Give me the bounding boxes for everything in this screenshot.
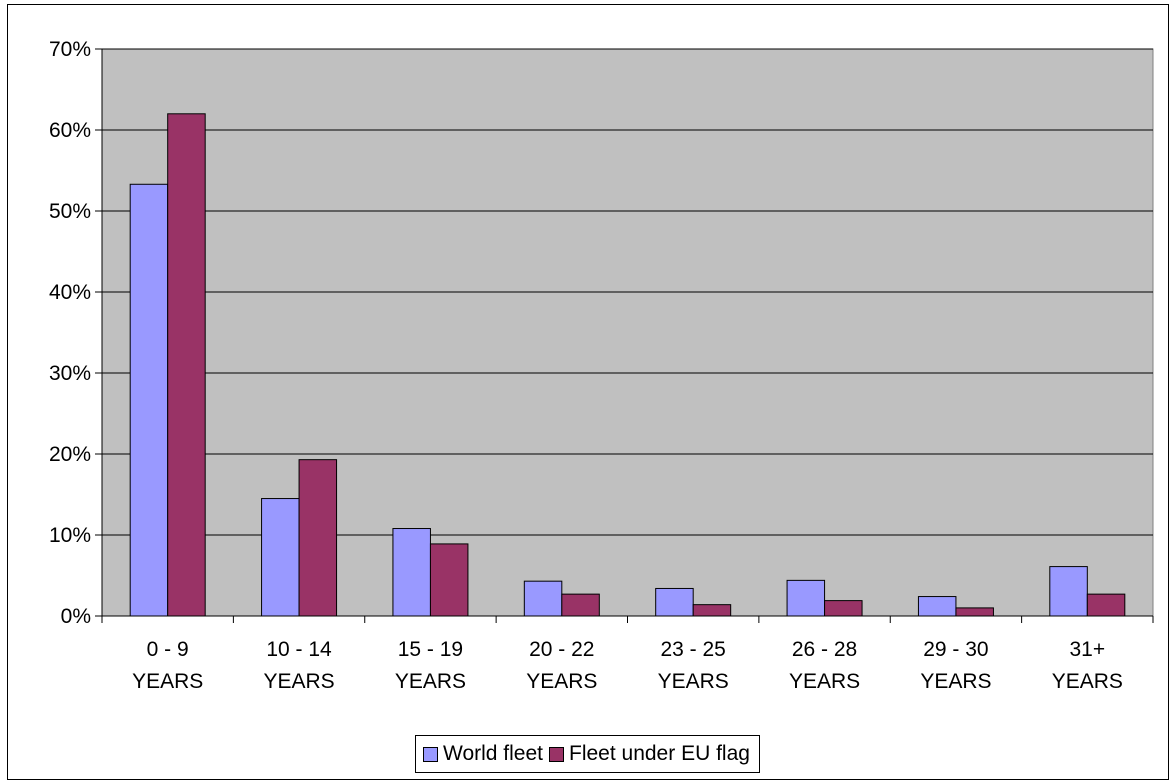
- bar-eu-fleet: [824, 600, 863, 617]
- x-tick-label: YEARS: [395, 670, 466, 693]
- legend-label-world-fleet: World fleet: [443, 742, 543, 765]
- bar-world-fleet: [786, 579, 826, 617]
- legend-item-eu-fleet: Fleet under EU flag: [549, 742, 750, 766]
- y-tick-label: 50%: [49, 200, 91, 223]
- y-tick-label: 60%: [49, 119, 91, 142]
- x-tick-label: 10 - 14: [266, 638, 332, 661]
- y-tick-label: 30%: [49, 362, 91, 385]
- x-tick-label: 15 - 19: [398, 638, 463, 661]
- bar-eu-fleet: [429, 543, 469, 617]
- legend-item-world-fleet: World fleet: [423, 742, 543, 766]
- legend: World fleet Fleet under EU flag: [415, 735, 760, 773]
- x-tick-label: 23 - 25: [660, 638, 725, 661]
- bar-eu-fleet: [692, 604, 732, 617]
- bar-eu-fleet: [561, 593, 600, 617]
- y-tick-label: 70%: [49, 38, 91, 61]
- x-tick-label: YEARS: [263, 670, 334, 693]
- x-tick-label: 0 - 9: [147, 638, 189, 661]
- bar-eu-fleet: [1086, 593, 1126, 617]
- x-tick-label: 20 - 22: [529, 638, 594, 661]
- bar-world-fleet: [129, 183, 169, 617]
- x-tick-label: YEARS: [920, 670, 991, 693]
- axes: [95, 48, 1154, 623]
- bar-world-fleet: [261, 498, 300, 617]
- bar-eu-fleet: [167, 113, 206, 617]
- bar-world-fleet: [917, 596, 957, 617]
- x-tick-label: YEARS: [1052, 670, 1123, 693]
- legend-swatch-world-fleet: [423, 746, 438, 762]
- y-tick-labels: 0% 10% 20% 30% 40% 50% 60% 70%: [49, 38, 91, 628]
- bar-eu-fleet: [298, 459, 338, 617]
- x-tick-labels: 0 - 9 YEARS 10 - 14 YEARS 15 - 19 YEARS 20 - 2…: [132, 638, 1123, 693]
- x-tick-label: 31+: [1070, 638, 1106, 661]
- bar-world-fleet: [655, 587, 694, 617]
- legend-label-eu-fleet: Fleet under EU flag: [569, 742, 750, 765]
- x-tick-label: YEARS: [132, 670, 203, 693]
- bars: [129, 113, 1126, 617]
- bar-world-fleet: [523, 580, 563, 617]
- legend-swatch-eu-fleet: [549, 746, 564, 762]
- x-tick-label: 29 - 30: [923, 638, 988, 661]
- y-tick-label: 40%: [49, 281, 91, 304]
- y-tick-label: 20%: [49, 443, 91, 466]
- x-tick-label: 26 - 28: [792, 638, 857, 661]
- x-tick-label: YEARS: [789, 670, 860, 693]
- y-tick-label: 10%: [49, 524, 91, 547]
- x-tick-label: YEARS: [526, 670, 597, 693]
- bar-eu-fleet: [955, 607, 994, 617]
- bar-world-fleet: [392, 528, 431, 617]
- bar-world-fleet: [1049, 566, 1088, 617]
- x-tick-label: YEARS: [658, 670, 729, 693]
- y-tick-label: 0%: [61, 605, 91, 628]
- plot-area: [101, 48, 1154, 617]
